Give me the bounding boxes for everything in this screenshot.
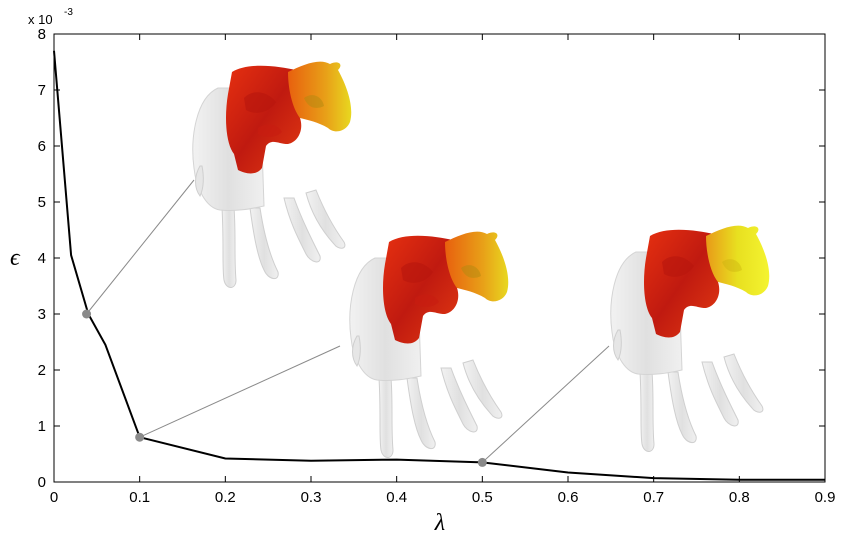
highlighted-point-marker — [82, 309, 92, 319]
y-tick-label: 0 — [38, 474, 46, 491]
x-tick-label: 0.4 — [386, 489, 407, 506]
y-tick-label: 7 — [38, 82, 46, 99]
y-tick-label: 6 — [38, 138, 46, 155]
x-tick-label: 0.3 — [301, 489, 322, 506]
x-tick-label: 0.5 — [472, 489, 493, 506]
connector-line — [481, 345, 610, 463]
horse-mesh-heatmap-icon — [192, 61, 352, 288]
y-exponent-label: x 10 — [28, 12, 53, 27]
x-tick-label: 0.9 — [815, 489, 836, 506]
highlighted-point-marker — [477, 457, 487, 467]
connector-line — [139, 345, 341, 438]
x-tick-label: 0.1 — [129, 489, 150, 506]
horse-mesh-heatmap-icon — [610, 225, 770, 452]
y-exponent-power: -3 — [64, 7, 73, 18]
horse-mesh-heatmap-icon — [349, 231, 509, 458]
x-axis-label: λ — [434, 510, 445, 536]
y-tick-label: 2 — [38, 362, 46, 379]
x-tick-label: 0.6 — [558, 489, 579, 506]
x-tick-label: 0.7 — [643, 489, 664, 506]
y-axis-label: ϵ — [10, 245, 21, 271]
y-tick-label: 5 — [38, 194, 46, 211]
axis-tick-labels: 0 0.1 0.2 0.3 0.4 0.5 0.6 0.7 0.8 0.9 0 1 2 3 4 5 6 7 8 — [38, 26, 836, 506]
highlighted-point-marker — [135, 432, 145, 442]
connector-line — [86, 179, 195, 315]
x-tick-label: 0.8 — [729, 489, 750, 506]
y-tick-label: 3 — [38, 306, 46, 323]
x-tick-label: 0 — [50, 489, 58, 506]
y-tick-label: 4 — [38, 250, 46, 267]
highlighted-markers — [82, 309, 487, 467]
x-tick-label: 0.2 — [215, 489, 236, 506]
y-tick-label: 1 — [38, 418, 46, 435]
y-tick-label: 8 — [38, 26, 46, 43]
axis-ticks — [53, 33, 826, 483]
inset-connectors — [86, 179, 610, 463]
